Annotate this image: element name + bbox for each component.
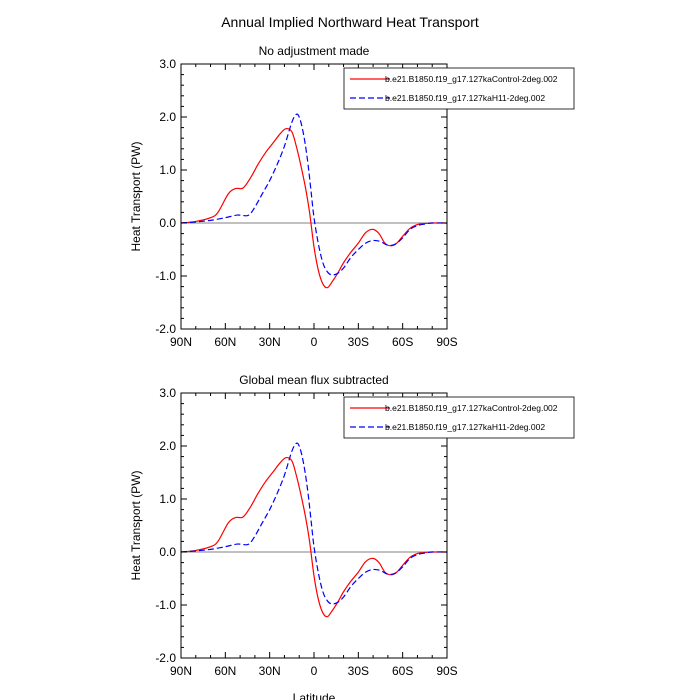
legend-entry-label: b.e21.B1850.f19_g17.127kaControl-2deg.00… xyxy=(385,403,558,413)
legend: b.e21.B1850.f19_g17.127kaControl-2deg.00… xyxy=(343,67,575,110)
x-tick-label: 90S xyxy=(436,664,457,678)
series-line-control xyxy=(181,456,447,618)
y-tick-label: -1.0 xyxy=(155,598,176,612)
x-tick-label: 0 xyxy=(311,664,318,678)
series-line-h11 xyxy=(181,442,447,605)
x-tick-label: 60N xyxy=(214,335,236,349)
x-tick-label: 60N xyxy=(214,664,236,678)
y-tick-label: 2.0 xyxy=(159,110,176,124)
y-tick-label: 3.0 xyxy=(159,386,176,400)
y-axis-label: Heat Transport (PW) xyxy=(129,470,143,580)
legend-entry-label: b.e21.B1850.f19_g17.127kaControl-2deg.00… xyxy=(385,74,558,84)
legend: b.e21.B1850.f19_g17.127kaControl-2deg.00… xyxy=(343,396,575,439)
series-line-control xyxy=(181,127,447,289)
series-line-h11 xyxy=(181,113,447,276)
x-tick-label: 30N xyxy=(259,664,281,678)
y-tick-label: 0.0 xyxy=(159,545,176,559)
x-tick-label: 90S xyxy=(436,335,457,349)
y-tick-label: -1.0 xyxy=(155,269,176,283)
x-tick-label: 90N xyxy=(170,664,192,678)
y-axis-label: Heat Transport (PW) xyxy=(129,141,143,251)
y-tick-label: -2.0 xyxy=(155,651,176,665)
series-lines xyxy=(181,113,447,289)
x-tick-label: 90N xyxy=(170,335,192,349)
x-tick-label: 60S xyxy=(392,335,413,349)
panel-title: No adjustment made xyxy=(259,44,370,58)
chart-panels: No adjustment made -2.0 -1.0 0.0 1.0 2.0 3.0 90… xyxy=(129,44,575,700)
x-tick-label: 30S xyxy=(348,664,369,678)
y-tick-label: 1.0 xyxy=(159,492,176,506)
legend-box xyxy=(343,67,575,110)
y-tick-label: 3.0 xyxy=(159,57,176,71)
legend-entry-label: b.e21.B1850.f19_g17.127kaH11-2deg.002 xyxy=(385,422,545,432)
x-tick-label: 30N xyxy=(259,335,281,349)
chart-panel-1: No adjustment made -2.0 -1.0 0.0 1.0 2.0 3.0 90… xyxy=(129,44,575,349)
series-lines xyxy=(181,442,447,618)
figure-title: Annual Implied Northward Heat Transport xyxy=(221,14,479,30)
panel-title: Global mean flux subtracted xyxy=(239,373,388,387)
x-axis-label: Latitude xyxy=(293,691,336,700)
x-tick-label: 0 xyxy=(311,335,318,349)
legend-box xyxy=(343,396,575,439)
chart-panel-2: Global mean flux subtracted -2.0 -1.0 0.0 1.… xyxy=(129,373,575,700)
y-tick-label: 2.0 xyxy=(159,439,176,453)
x-tick-label: 30S xyxy=(348,335,369,349)
x-tick-label: 60S xyxy=(392,664,413,678)
y-tick-label: -2.0 xyxy=(155,322,176,336)
y-tick-label: 0.0 xyxy=(159,216,176,230)
y-tick-label: 1.0 xyxy=(159,163,176,177)
legend-entry-label: b.e21.B1850.f19_g17.127kaH11-2deg.002 xyxy=(385,93,545,103)
